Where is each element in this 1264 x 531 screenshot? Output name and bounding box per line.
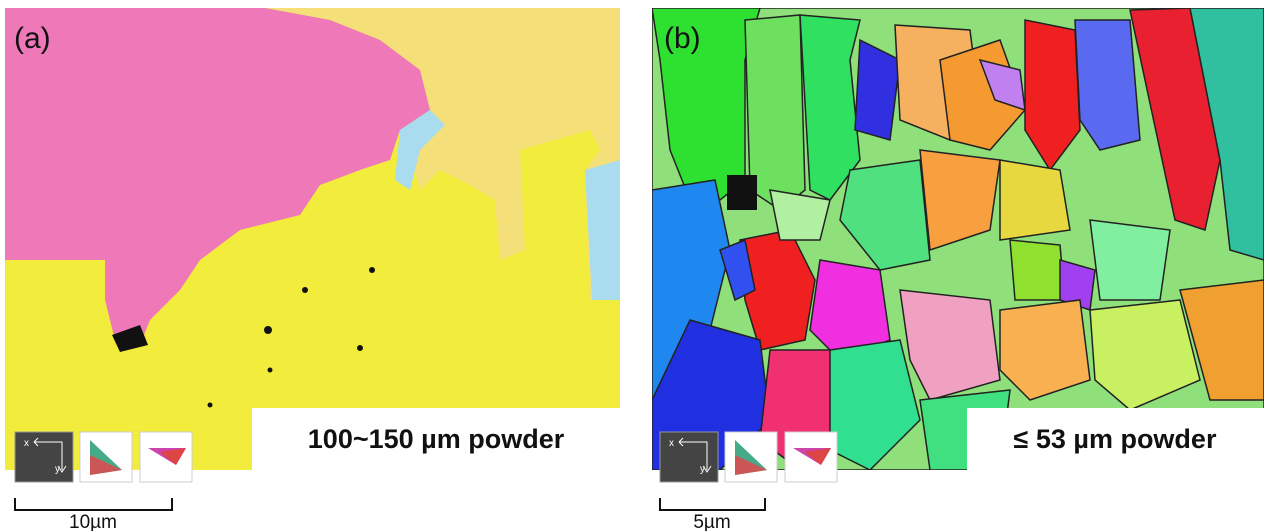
caption: ≤ 53 µm powder: [1014, 424, 1217, 454]
panel-label: (a): [14, 22, 51, 55]
map-a: [5, 8, 620, 470]
scale-bar: [14, 498, 173, 511]
caption-box: [252, 408, 620, 470]
scale-bar: [659, 498, 766, 511]
caption-box: [967, 408, 1264, 470]
caption: 100~150 µm powder: [308, 424, 565, 454]
icons-b: x y: [659, 431, 838, 483]
axis-y: y: [55, 464, 60, 475]
axis-y: y: [700, 464, 705, 475]
axis-x: x: [24, 438, 29, 449]
icons-a: x y: [14, 431, 193, 483]
scale-label: 5µm: [693, 512, 730, 531]
scale-label: 10µm: [69, 512, 117, 531]
map-b: [652, 8, 1264, 470]
panel-label: (b): [664, 22, 701, 55]
axis-x: x: [669, 438, 674, 449]
